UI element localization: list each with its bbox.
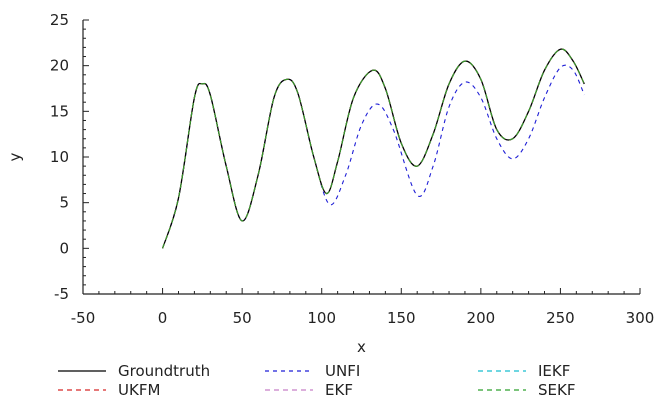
x-tick-label: 300	[626, 309, 655, 327]
y-tick-label: 15	[50, 102, 69, 120]
y-tick-label: 0	[59, 239, 69, 257]
legend-item-sekf: SEKF	[478, 381, 575, 399]
legend-label: UNFI	[325, 362, 360, 380]
legend-label: Groundtruth	[118, 362, 210, 380]
legend-item-unfi: UNFI	[265, 362, 360, 380]
legend-label: IEKF	[538, 362, 570, 380]
x-tick-label: 200	[467, 309, 496, 327]
x-tick-label: 50	[233, 309, 252, 327]
legend-item-ekf: EKF	[265, 381, 353, 399]
legend-item-ukfm: UKFM	[58, 381, 160, 399]
x-tick-label: 150	[387, 309, 416, 327]
y-tick-label: 10	[50, 148, 69, 166]
axes	[82, 20, 640, 295]
series-line-groundtruth	[161, 48, 585, 249]
legend-label: UKFM	[118, 381, 160, 399]
x-axis-label: x	[357, 338, 366, 356]
series-layer	[161, 48, 585, 249]
y-tick-label: 20	[50, 57, 69, 75]
y-tick-label: 5	[59, 194, 69, 212]
series-line-iekf	[162, 48, 585, 249]
x-tick-label: 0	[158, 309, 168, 327]
legend-item-groundtruth: Groundtruth	[58, 362, 210, 380]
legend-label: EKF	[325, 381, 353, 399]
y-tick-label: -5	[54, 285, 69, 303]
x-tick-label: 100	[307, 309, 336, 327]
y-tick-label: 25	[50, 11, 69, 29]
legend-label: SEKF	[538, 381, 575, 399]
legend-item-iekf: IEKF	[478, 362, 570, 380]
x-tick-label: 250	[546, 309, 575, 327]
x-ticks: -50 0 50 100 150 200 250 300	[71, 288, 655, 327]
y-axis-label: y	[6, 152, 24, 161]
y-ticks: -5 0 5 10 15 20 25	[50, 11, 89, 303]
series-line-ukfm	[162, 48, 585, 249]
x-tick-label: -50	[71, 309, 96, 327]
series-line-ekf	[162, 48, 585, 249]
series-line-sekf	[162, 48, 585, 249]
series-line-unfi	[162, 64, 585, 249]
